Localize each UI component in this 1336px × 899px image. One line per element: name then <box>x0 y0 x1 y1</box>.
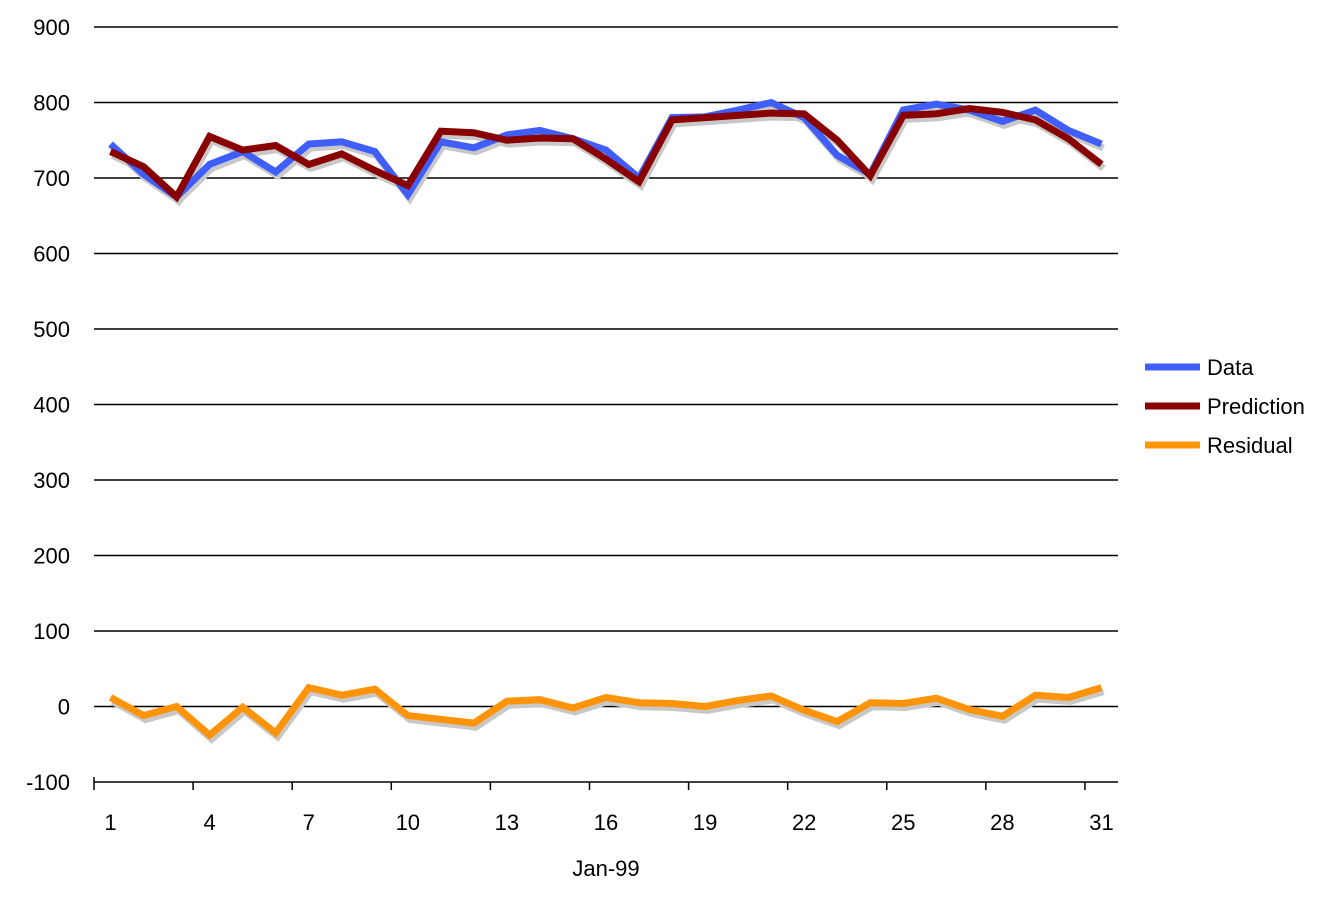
x-tick-label: 13 <box>495 810 519 835</box>
y-tick-label: 400 <box>33 393 70 418</box>
x-tick-label: 10 <box>396 810 420 835</box>
legend-label-data: Data <box>1207 355 1254 380</box>
y-tick-label: 200 <box>33 544 70 569</box>
y-tick-label: 500 <box>33 317 70 342</box>
x-tick-label: 4 <box>203 810 215 835</box>
legend-label-residual: Residual <box>1207 433 1293 458</box>
y-tick-label: -100 <box>26 770 70 795</box>
legend-label-prediction: Prediction <box>1207 394 1305 419</box>
x-tick-label: 28 <box>990 810 1014 835</box>
x-tick-label: 7 <box>303 810 315 835</box>
y-tick-label: 900 <box>33 15 70 40</box>
y-tick-label: 800 <box>33 91 70 116</box>
x-tick-label: 31 <box>1089 810 1113 835</box>
y-tick-label: 600 <box>33 242 70 267</box>
series-line-residual <box>111 688 1102 736</box>
x-axis: 1 4 7 10 13 16 19 22 25 28 31 <box>94 777 1114 835</box>
y-tick-label: 300 <box>33 468 70 493</box>
y-tick-label: 100 <box>33 619 70 644</box>
series-lines <box>110 102 1103 739</box>
x-tick-label: 1 <box>104 810 116 835</box>
x-tick-label: 16 <box>594 810 618 835</box>
legend: Data Prediction Residual <box>1145 355 1305 458</box>
x-tick-label: 22 <box>792 810 816 835</box>
y-tick-label: 700 <box>33 166 70 191</box>
x-axis-label: Jan-99 <box>572 856 639 881</box>
y-tick-label: 0 <box>58 695 70 720</box>
x-tick-label: 25 <box>891 810 915 835</box>
x-tick-label: 19 <box>693 810 717 835</box>
gridlines <box>94 27 1118 782</box>
y-axis-tick-labels: -100 0 100 200 300 400 500 600 700 800 900 <box>26 15 70 795</box>
series-residual <box>110 688 1101 736</box>
